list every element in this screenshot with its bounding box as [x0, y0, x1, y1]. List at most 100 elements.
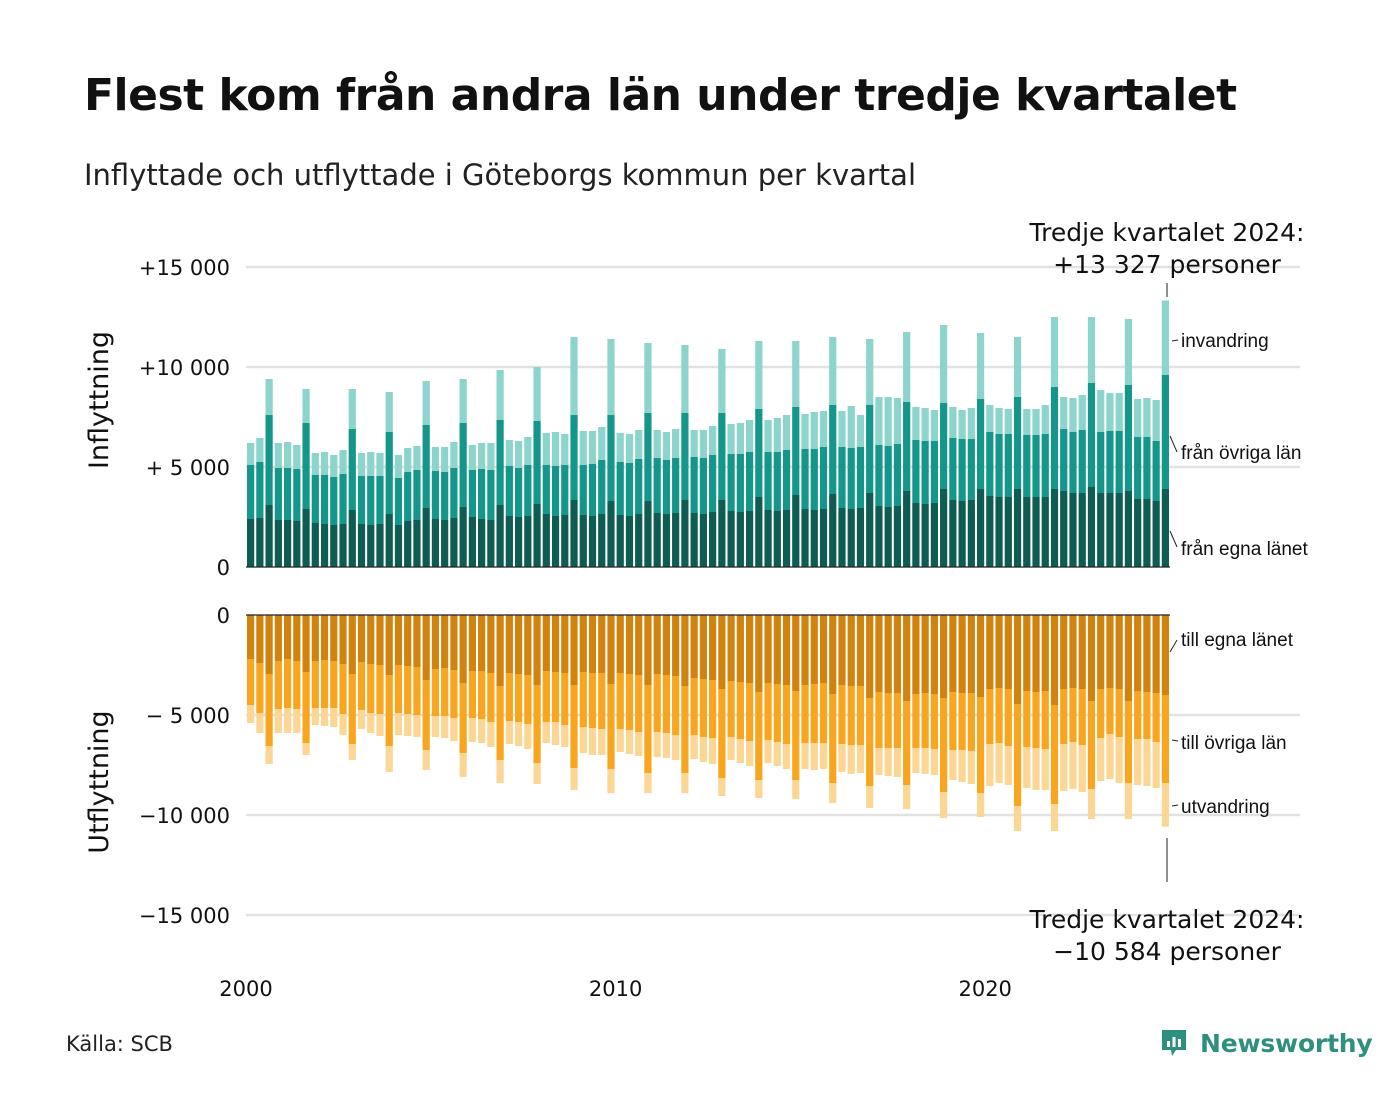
bar-till-egna-lanet — [348, 615, 356, 674]
bar-till-egna-lanet — [607, 615, 615, 684]
bar-fran-ovriga-lan — [1115, 431, 1123, 493]
bar-till-egna-lanet — [662, 615, 671, 675]
bar-fran-egna-lanet — [829, 494, 837, 567]
bar-till-ovriga-lan — [727, 681, 735, 737]
bar-till-ovriga-lan — [976, 697, 985, 793]
bar-till-egna-lanet — [274, 615, 282, 661]
bar-till-egna-lanet — [958, 615, 966, 693]
bar-till-egna-lanet — [745, 615, 754, 683]
bar-fran-egna-lanet — [681, 500, 689, 567]
bar-till-egna-lanet — [524, 615, 532, 675]
bar-utvandring — [699, 737, 707, 762]
bar-fran-ovriga-lan — [256, 462, 264, 518]
bar-till-egna-lanet — [413, 615, 421, 667]
source-note: Källa: SCB — [66, 1032, 173, 1056]
bar-fran-ovriga-lan — [422, 425, 430, 508]
ytick-label-top: +10 000 — [139, 356, 230, 380]
bar-fran-ovriga-lan — [875, 445, 883, 506]
bar-utvandring — [866, 786, 874, 808]
bar-till-egna-lanet — [930, 615, 938, 694]
bar-fran-egna-lanet — [1152, 501, 1160, 567]
bar-till-egna-lanet — [635, 615, 643, 675]
bar-till-ovriga-lan — [801, 685, 809, 743]
bar-utvandring — [1134, 739, 1142, 785]
bar-till-ovriga-lan — [330, 661, 338, 708]
bar-utvandring — [875, 748, 883, 775]
bar-till-egna-lanet — [542, 615, 550, 671]
bar-till-egna-lanet — [1124, 615, 1133, 701]
bar-utvandring — [330, 708, 338, 727]
bar-fran-ovriga-lan — [431, 471, 440, 519]
bar-till-egna-lanet — [1050, 615, 1059, 705]
bar-till-ovriga-lan — [1023, 691, 1031, 747]
bar-invandring — [893, 398, 902, 444]
bar-fran-egna-lanet — [986, 496, 994, 567]
bar-fran-ovriga-lan — [1060, 429, 1068, 491]
bar-till-ovriga-lan — [829, 694, 837, 783]
bar-till-ovriga-lan — [302, 672, 310, 743]
bar-invandring — [468, 445, 476, 470]
bar-till-ovriga-lan — [773, 684, 781, 742]
bar-fran-egna-lanet — [1013, 489, 1022, 567]
bar-invandring — [561, 434, 569, 465]
bar-till-ovriga-lan — [1106, 688, 1114, 734]
bar-utvandring — [829, 783, 837, 803]
bar-utvandring — [450, 718, 458, 741]
bar-fran-ovriga-lan — [561, 465, 569, 515]
bar-till-egna-lanet — [727, 615, 735, 681]
bar-invandring — [441, 447, 449, 472]
bar-invandring — [967, 408, 975, 439]
bar-till-ovriga-lan — [1050, 705, 1059, 804]
bar-utvandring — [459, 753, 467, 777]
bar-fran-egna-lanet — [866, 493, 874, 567]
bar-till-egna-lanet — [394, 615, 403, 665]
bar-fran-egna-lanet — [367, 525, 375, 567]
bar-invandring — [792, 341, 800, 407]
bar-utvandring — [718, 778, 726, 796]
bar-invandring — [819, 411, 828, 447]
bar-fran-egna-lanet — [921, 504, 929, 567]
bar-utvandring — [856, 745, 865, 773]
bar-fran-ovriga-lan — [976, 399, 985, 489]
bar-till-ovriga-lan — [561, 673, 569, 725]
bar-fran-egna-lanet — [265, 505, 273, 567]
bar-fran-ovriga-lan — [838, 447, 846, 508]
bar-fran-egna-lanet — [875, 506, 883, 567]
ytick-label-top: +15 000 — [139, 256, 230, 280]
bar-invandring — [856, 415, 865, 447]
bar-till-ovriga-lan — [967, 693, 975, 751]
bar-fran-ovriga-lan — [385, 432, 393, 514]
bar-till-egna-lanet — [376, 615, 384, 665]
bar-till-ovriga-lan — [1069, 688, 1077, 742]
bar-till-egna-lanet — [422, 615, 430, 680]
ytick-label-bottom: −15 000 — [139, 904, 230, 928]
bar-invandring — [293, 445, 301, 469]
bar-fran-ovriga-lan — [819, 447, 828, 509]
bar-utvandring — [302, 743, 310, 755]
grid-top — [246, 265, 1300, 469]
ytick-label-bottom: −10 000 — [139, 804, 230, 828]
bar-fran-ovriga-lan — [1143, 437, 1151, 499]
bar-utvandring — [681, 773, 689, 793]
bar-till-egna-lanet — [903, 615, 911, 701]
bar-utvandring — [1161, 783, 1169, 827]
annotation-bottom-line2: −10 584 personer — [1053, 937, 1281, 966]
bar-fran-egna-lanet — [967, 500, 975, 567]
bar-utvandring — [514, 722, 523, 746]
bar-utvandring — [505, 721, 513, 744]
ytick-label-top: 0 — [217, 556, 230, 580]
bar-invandring — [348, 389, 356, 429]
bar-till-egna-lanet — [875, 615, 883, 692]
bar-utvandring — [1032, 748, 1040, 790]
chart-subtitle: Inflyttade och utflyttade i Göteborgs ko… — [84, 158, 917, 192]
bar-fran-egna-lanet — [551, 516, 560, 567]
bar-till-ovriga-lan — [542, 671, 550, 722]
bar-till-ovriga-lan — [995, 688, 1003, 743]
bar-utvandring — [616, 729, 624, 752]
bar-till-egna-lanet — [311, 615, 319, 661]
bar-till-egna-lanet — [468, 615, 476, 671]
bar-utvandring — [727, 737, 735, 760]
bar-till-egna-lanet — [884, 615, 892, 693]
xtick-label: 2020 — [958, 977, 1011, 1001]
bar-utvandring — [542, 722, 550, 743]
